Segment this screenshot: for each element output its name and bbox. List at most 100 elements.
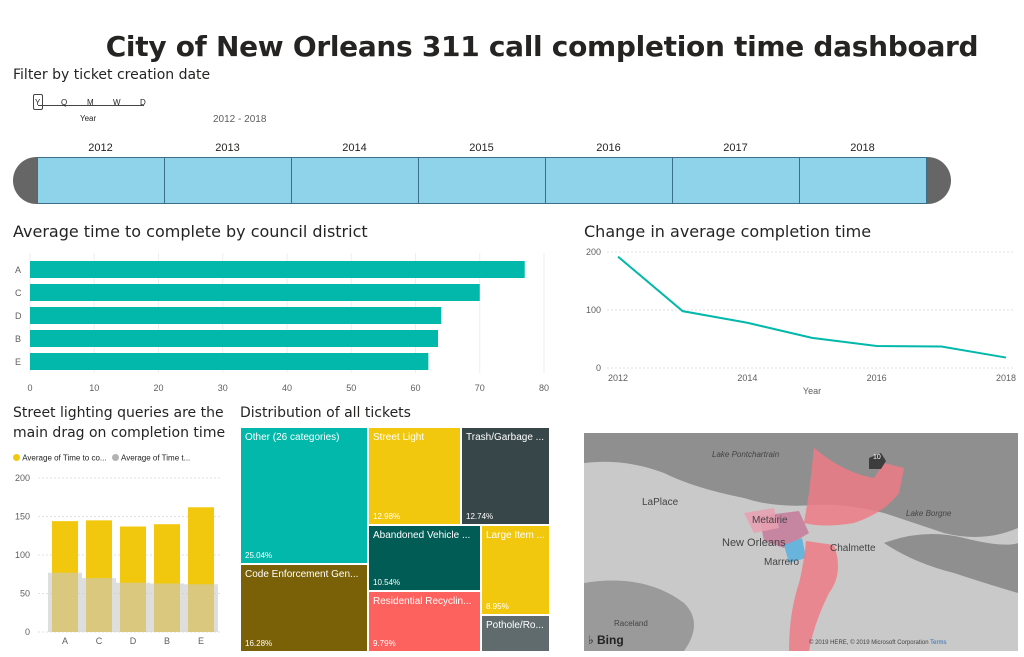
map-label: Raceland (614, 619, 648, 628)
district-b-shape (784, 538, 806, 563)
y-tick-label: 100 (15, 550, 30, 560)
treemap-cell-label: Code Enforcement Gen... (245, 569, 359, 580)
timeline-end-handle[interactable] (927, 157, 951, 204)
level-quarter[interactable]: Q (61, 98, 68, 107)
legend-label: Average of Time to co... (22, 453, 107, 463)
x-tick-label: 80 (539, 383, 549, 393)
district-e-shape (804, 448, 904, 526)
treemap-cell-street-light[interactable]: Street Light 12.98% (368, 427, 461, 525)
district-c-shape (789, 541, 838, 651)
map-label: LaPlace (642, 497, 679, 508)
legend-dot-grey (111, 454, 119, 462)
legend-label: Average of Time t... (121, 453, 191, 463)
x-tick-label: 2012 (608, 373, 628, 383)
category-label: A (15, 265, 21, 275)
bar (30, 330, 438, 347)
treemap-cell-label: Residential Recyclin... (373, 596, 472, 607)
timeline-cell-2018[interactable] (799, 157, 927, 204)
treemap-cell-large-item[interactable]: Large Item ... 8.95% (481, 525, 550, 615)
street-chart-title-line1: Street lighting queries are the (13, 405, 224, 421)
x-tick-label: 20 (153, 383, 163, 393)
x-tick-label: 30 (218, 383, 228, 393)
timeline-bar[interactable] (13, 157, 951, 204)
map-label: Marrero (764, 557, 800, 568)
category-label: B (15, 334, 21, 344)
treemap-cell-pct: 12.74% (466, 512, 494, 521)
filter-label: Filter by ticket creation date (13, 67, 211, 83)
granularity-handle[interactable] (33, 94, 43, 110)
x-tick-label: 50 (346, 383, 356, 393)
granularity-track (38, 105, 144, 106)
treemap-cell-abandoned-vehicle[interactable]: Abandoned Vehicle ... 10.54% (368, 525, 481, 591)
map-label: Chalmette (830, 543, 876, 554)
timeline-cell-2016[interactable] (545, 157, 672, 204)
district-chart-title: Average time to complete by council dist… (13, 222, 368, 241)
x-tick-label: B (164, 636, 170, 646)
lake-pontchartrain-shape (584, 433, 1018, 537)
timeline-year-label: 2012 (88, 142, 113, 154)
x-tick-label: 60 (410, 383, 420, 393)
bar (30, 353, 429, 370)
treemap-cell-label: Trash/Garbage ... (466, 432, 544, 443)
treemap-cell-pothole[interactable]: Pothole/Ro... (481, 615, 550, 652)
x-axis-title: Year (803, 386, 821, 396)
x-tick-label: 0 (27, 383, 32, 393)
lake-borgne-shape (884, 534, 1018, 593)
timeline-year-label: 2013 (215, 142, 240, 154)
level-day[interactable]: D (140, 98, 146, 107)
y-tick-label: 100 (586, 305, 601, 315)
treemap-cell-pct: 16.28% (245, 639, 273, 648)
timeline-cell-2015[interactable] (418, 157, 545, 204)
district-bar-chart: 0 10 20 30 40 50 60 70 80 A C D B E (15, 253, 549, 393)
street-bar-chart: 0 50 100 150 200 A C D B E (15, 473, 222, 646)
legend-dot-yellow (13, 454, 20, 462)
treemap-cell-label: Street Light (373, 432, 425, 443)
street-chart-legend: Average of Time to co... Average of Time… (13, 453, 190, 462)
treemap-cell-other[interactable]: Other (26 categories) 25.04% (240, 427, 368, 564)
y-tick-label: 200 (15, 473, 30, 483)
treemap-cell-label: Abandoned Vehicle ... (373, 530, 471, 541)
timeline-cell-2017[interactable] (672, 157, 799, 204)
x-tick-label: 40 (282, 383, 292, 393)
district-map[interactable]: Lake Pontchartrain LaPlace Metairie New … (584, 433, 1018, 651)
treemap-cell-pct: 12.98% (373, 512, 401, 521)
bar-series-2 (116, 582, 150, 632)
category-label: C (15, 288, 22, 298)
dashboard-title: City of New Orleans 311 call completion … (105, 30, 979, 63)
treemap-cell-residential-recycling[interactable]: Residential Recyclin... 9.79% (368, 591, 481, 652)
treemap-cell-pct: 25.04% (245, 551, 273, 560)
map-label: Lake Borgne (906, 509, 952, 518)
timeline-cell-2012[interactable] (37, 157, 164, 204)
level-month[interactable]: M (87, 98, 94, 107)
timeline-year-label: 2014 (342, 142, 367, 154)
treemap-cell-trash[interactable]: Trash/Garbage ... 12.74% (461, 427, 550, 525)
timeline-cell-2014[interactable] (291, 157, 418, 204)
level-selected-label: Year (80, 114, 97, 123)
treemap-cell-label: Large Item ... (486, 530, 545, 541)
timeline-cell-2013[interactable] (164, 157, 291, 204)
x-tick-label: 2018 (996, 373, 1016, 383)
timeline-year-label: 2016 (596, 142, 621, 154)
timeline-year-label: 2018 (850, 142, 875, 154)
treemap-cell-code-enforcement[interactable]: Code Enforcement Gen... 16.28% (240, 564, 368, 652)
level-year[interactable]: Y (35, 98, 41, 107)
treemap-cell-pct: 10.54% (373, 578, 401, 587)
y-tick-label: 0 (596, 363, 601, 373)
street-chart-title-line2: main drag on completion time (13, 425, 226, 441)
interstate-shield (869, 453, 886, 469)
district-d-shape (744, 508, 779, 533)
bar (30, 284, 480, 301)
bar (30, 261, 525, 278)
y-tick-label: 50 (20, 589, 30, 599)
y-tick-label: 150 (15, 512, 30, 522)
y-tick-label: 200 (586, 247, 601, 257)
map-terms-link[interactable]: Terms (930, 640, 947, 646)
timeline-year-label: 2015 (469, 142, 494, 154)
map-label: Metairie (752, 515, 788, 526)
map-label: 10 (873, 454, 881, 461)
series-line (617, 255, 1007, 359)
level-week[interactable]: W (113, 98, 121, 107)
x-tick-label: C (96, 636, 103, 646)
marsh-area (584, 580, 694, 651)
category-label: E (15, 357, 21, 367)
